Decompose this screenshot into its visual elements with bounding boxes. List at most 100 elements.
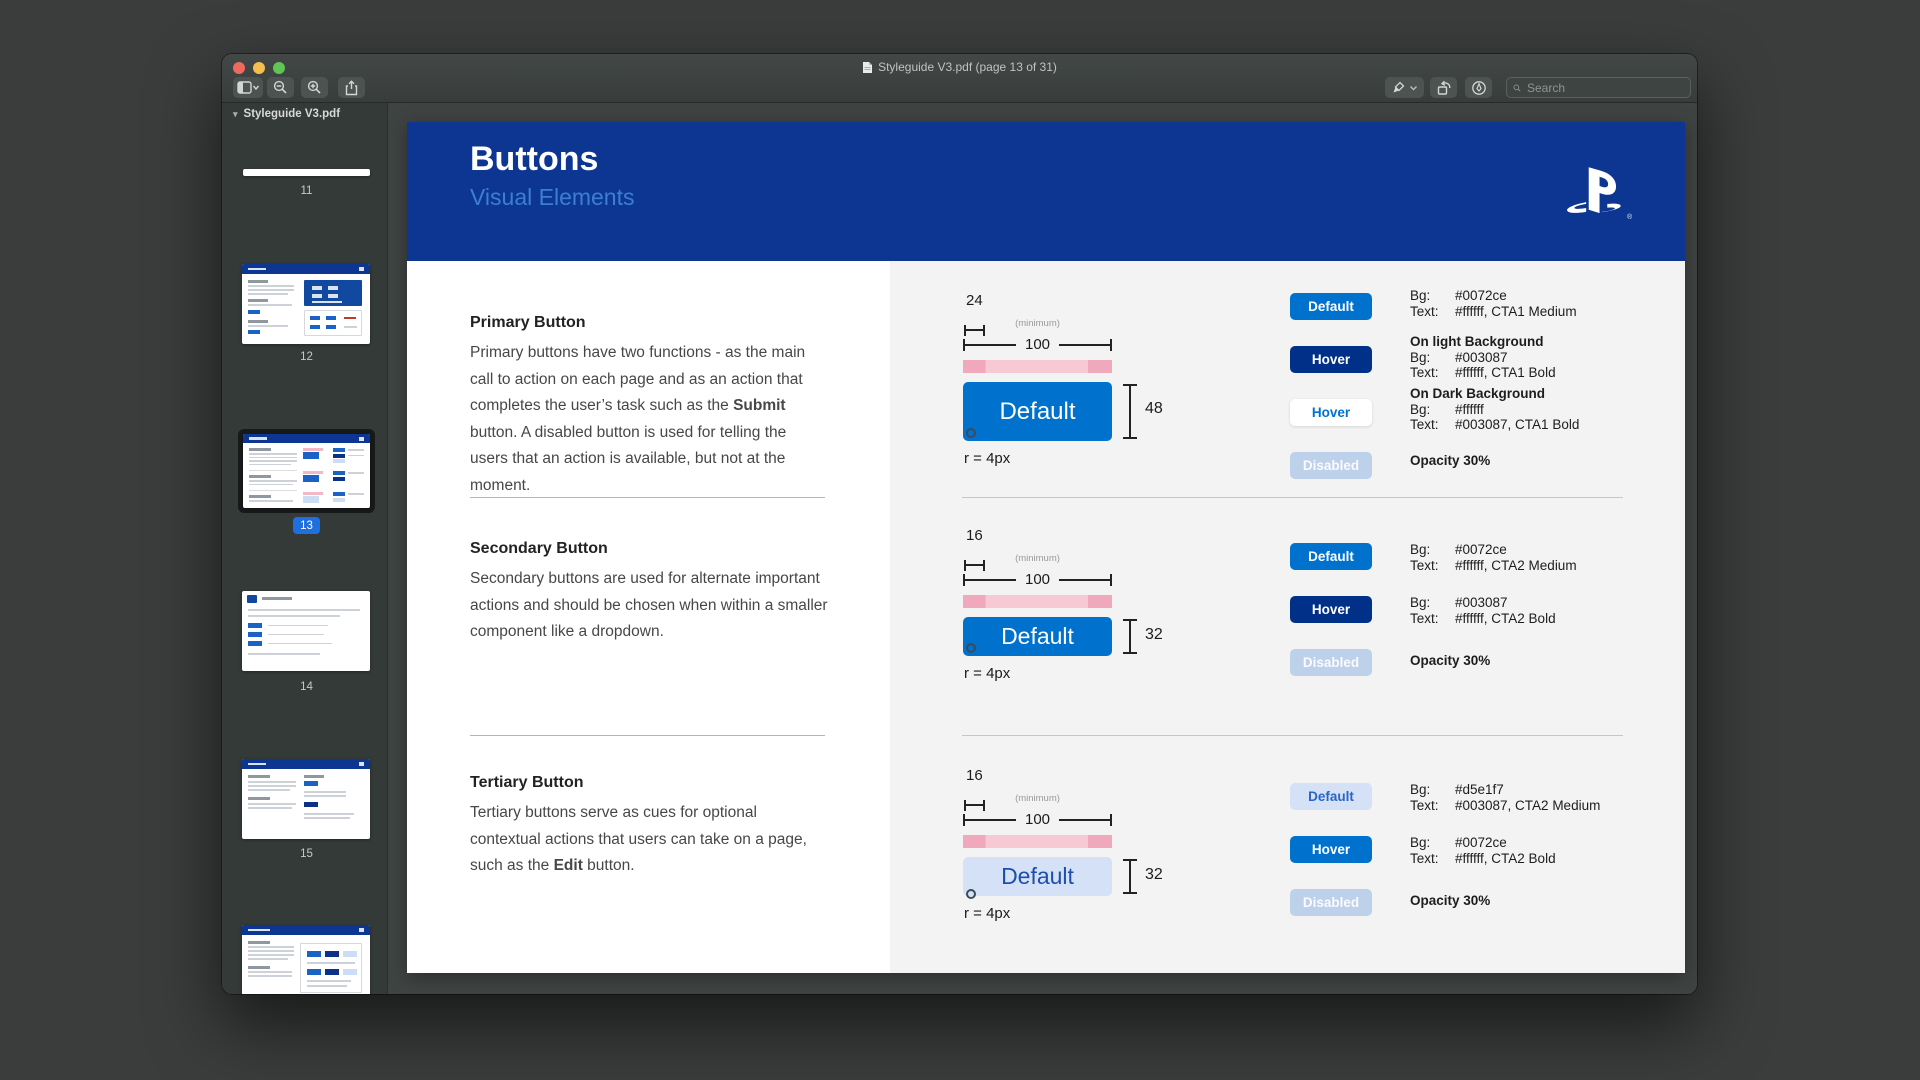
mini-dash xyxy=(248,941,270,944)
mini-dash xyxy=(249,500,293,502)
rotate-button[interactable] xyxy=(1430,77,1457,98)
tertiary-state-disabled[interactable]: Disabled xyxy=(1290,889,1372,916)
mini-dash xyxy=(249,483,293,485)
minimum-label: (minimum) xyxy=(1015,793,1060,804)
window-chrome: Styleguide V3.pdf (page 13 of 31) xyxy=(222,54,1697,103)
section-heading: Primary Button xyxy=(470,314,586,331)
secondary-default-specs: Bg: #0072ce Text: #ffffff, CTA2 Medium xyxy=(1410,542,1577,573)
page-thumbnail-12[interactable] xyxy=(242,264,370,344)
mini-dash xyxy=(248,268,266,270)
page-thumbnail-13[interactable] xyxy=(243,434,370,508)
sidebar-document-row[interactable]: ▾ Styleguide V3.pdf xyxy=(233,108,340,120)
secondary-state-disabled[interactable]: Disabled xyxy=(1290,649,1372,676)
mini-dash xyxy=(248,289,294,291)
secondary-button-diagram: 16 (minimum) 100 Default 32 r = 4px xyxy=(963,522,1163,732)
disclosure-triangle-icon[interactable]: ▾ xyxy=(233,108,238,119)
mini-dash xyxy=(248,966,270,969)
tertiary-default-button-sample[interactable]: Default xyxy=(963,857,1112,896)
padding-zone-bar xyxy=(963,360,1112,373)
mini-dash xyxy=(348,454,364,456)
min-width-value: 100 xyxy=(1024,571,1051,588)
secondary-state-hover[interactable]: Hover xyxy=(1290,596,1372,623)
mini-dash xyxy=(249,453,297,455)
mini-dash xyxy=(249,448,271,451)
sidebar-toggle-icon xyxy=(237,81,259,94)
mini-dash xyxy=(304,813,354,815)
secondary-default-button-sample[interactable]: Default xyxy=(963,617,1112,656)
page-thumbnail-16[interactable] xyxy=(242,925,370,994)
mini-dash xyxy=(248,304,292,306)
mini-dash xyxy=(304,791,346,793)
mini-dash xyxy=(249,475,271,478)
zoom-out-icon xyxy=(273,80,287,94)
zoom-in-button[interactable] xyxy=(301,77,328,98)
thumbnail-sidebar: ▾ Styleguide V3.pdf 11 xyxy=(222,103,388,994)
tertiary-state-default[interactable]: Default xyxy=(1290,783,1372,810)
annotate-button[interactable] xyxy=(1465,77,1492,98)
registered-mark: ® xyxy=(1627,214,1633,221)
padding-zone-bar xyxy=(963,595,1112,608)
mini-chip xyxy=(248,623,262,628)
page-number-15[interactable]: 15 xyxy=(300,848,313,860)
primary-state-hover-light[interactable]: Hover xyxy=(1290,346,1372,373)
markup-pen-icon xyxy=(1393,81,1405,93)
mini-banner xyxy=(242,925,370,935)
sidebar-toggle-button[interactable] xyxy=(233,77,263,98)
mini-dash xyxy=(248,797,270,800)
mini-logo xyxy=(359,437,364,441)
mini-chip xyxy=(333,471,345,475)
page-thumbnail-11[interactable] xyxy=(243,169,370,176)
section-heading: Tertiary Button xyxy=(470,774,584,791)
mini-dash xyxy=(249,480,297,482)
mini-chip xyxy=(248,632,262,637)
search-input[interactable] xyxy=(1525,79,1684,96)
padding-measure xyxy=(964,800,985,811)
section-heading: Secondary Button xyxy=(470,540,608,557)
mini-logo xyxy=(359,762,364,766)
min-width-measure: 100 xyxy=(963,336,1112,353)
page-number-13-selected[interactable]: 13 xyxy=(293,517,320,534)
zoom-window-icon[interactable] xyxy=(273,62,285,74)
page-number-11[interactable]: 11 xyxy=(300,185,313,197)
mini-card xyxy=(300,943,362,993)
secondary-state-default[interactable]: Default xyxy=(1290,543,1372,570)
zoom-out-button[interactable] xyxy=(267,77,294,98)
page-thumbnail-15[interactable] xyxy=(242,759,370,839)
close-icon[interactable] xyxy=(233,62,245,74)
share-button[interactable] xyxy=(338,77,365,98)
search-icon xyxy=(1513,84,1521,92)
primary-state-hover-dark[interactable]: Hover xyxy=(1290,399,1372,426)
mini-card xyxy=(304,310,362,336)
mini-dash xyxy=(248,946,294,948)
padding-measure xyxy=(964,325,985,336)
mini-logo xyxy=(359,928,364,932)
page-number-12[interactable]: 12 xyxy=(300,351,313,363)
mini-dash xyxy=(248,320,268,323)
mini-dash xyxy=(248,325,288,327)
mini-banner xyxy=(242,264,370,274)
primary-state-default[interactable]: Default xyxy=(1290,293,1372,320)
mini-dash xyxy=(268,633,324,635)
mini-dash xyxy=(249,460,297,462)
height-value: 32 xyxy=(1145,866,1163,883)
page-number-14[interactable]: 14 xyxy=(300,681,313,693)
mini-chip xyxy=(333,497,345,502)
search-field[interactable] xyxy=(1506,77,1691,98)
page-thumbnail-14[interactable] xyxy=(242,591,370,671)
tertiary-state-hover[interactable]: Hover xyxy=(1290,836,1372,863)
corner-radius-marker xyxy=(966,428,976,438)
mini-chip xyxy=(247,595,257,603)
markup-button[interactable] xyxy=(1385,77,1424,98)
minimum-label: (minimum) xyxy=(1015,553,1060,564)
primary-default-button-sample[interactable]: Default xyxy=(963,382,1112,441)
mini-chip xyxy=(333,492,345,496)
corner-radius-marker xyxy=(966,889,976,899)
selected-page-thumbnail[interactable] xyxy=(238,429,375,513)
minimize-icon[interactable] xyxy=(253,62,265,74)
mini-dash xyxy=(248,609,360,611)
mini-chip xyxy=(303,452,319,459)
height-value: 32 xyxy=(1145,626,1163,643)
mini-dash xyxy=(248,785,296,787)
section-secondary-button: Secondary Button Secondary buttons are u… xyxy=(470,540,828,646)
primary-state-disabled[interactable]: Disabled xyxy=(1290,452,1372,479)
